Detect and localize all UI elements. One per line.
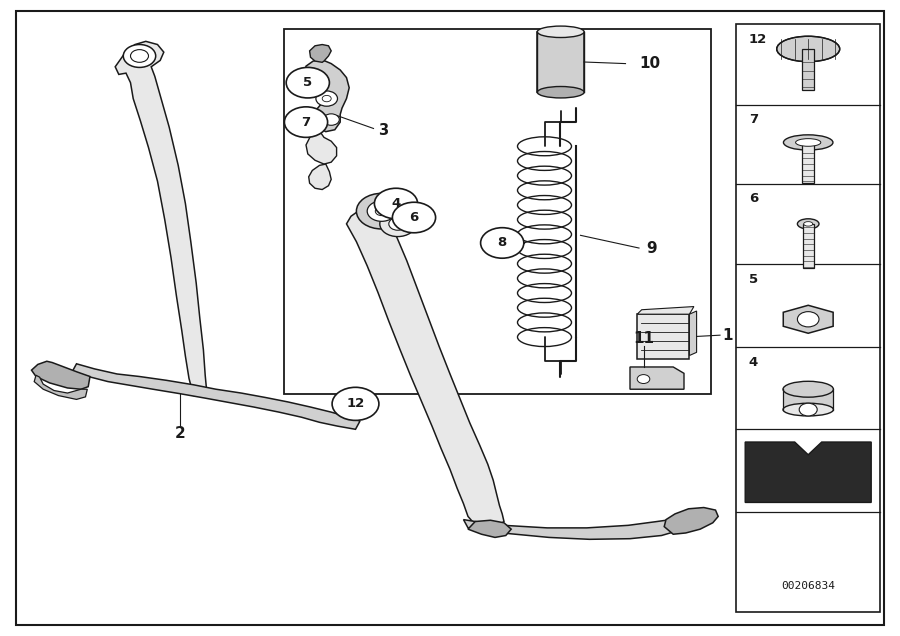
Text: 3: 3 (378, 123, 388, 138)
Circle shape (316, 91, 338, 106)
Text: 4: 4 (392, 197, 400, 210)
Circle shape (797, 312, 819, 327)
Circle shape (286, 67, 329, 98)
Polygon shape (783, 389, 833, 410)
Text: 6: 6 (410, 211, 418, 224)
Text: 6: 6 (749, 192, 758, 205)
Polygon shape (115, 41, 207, 396)
Circle shape (130, 50, 148, 62)
Circle shape (374, 188, 418, 219)
Polygon shape (306, 128, 337, 164)
Polygon shape (468, 520, 511, 537)
Polygon shape (309, 164, 331, 190)
Circle shape (389, 218, 407, 230)
Polygon shape (637, 307, 694, 314)
Text: 5: 5 (749, 273, 758, 286)
Circle shape (380, 211, 416, 237)
Bar (802, 142, 814, 183)
Bar (537, 32, 584, 92)
Circle shape (375, 207, 388, 216)
Text: 12: 12 (346, 398, 364, 410)
Polygon shape (304, 60, 349, 132)
Polygon shape (745, 442, 871, 502)
Text: 12: 12 (749, 32, 767, 46)
Ellipse shape (537, 26, 584, 38)
Ellipse shape (783, 381, 833, 397)
Text: 2: 2 (175, 426, 185, 441)
Text: 1: 1 (722, 328, 733, 343)
Polygon shape (34, 375, 87, 399)
Bar (803, 224, 814, 268)
Text: 7: 7 (749, 113, 758, 126)
Polygon shape (310, 45, 331, 62)
Circle shape (323, 114, 339, 125)
Bar (284, 29, 711, 394)
Text: 10: 10 (639, 56, 660, 71)
Text: 4: 4 (749, 356, 758, 369)
Text: 5: 5 (303, 76, 312, 89)
Text: 11: 11 (633, 331, 654, 346)
Circle shape (284, 107, 328, 137)
Text: 8: 8 (498, 237, 507, 249)
Circle shape (356, 193, 407, 229)
Circle shape (481, 228, 524, 258)
Ellipse shape (783, 135, 832, 150)
Ellipse shape (796, 139, 821, 146)
Ellipse shape (804, 222, 813, 226)
Circle shape (332, 387, 379, 420)
Ellipse shape (783, 403, 833, 416)
Circle shape (637, 375, 650, 384)
Polygon shape (689, 311, 697, 356)
Polygon shape (346, 205, 504, 529)
Polygon shape (464, 518, 684, 539)
Ellipse shape (777, 36, 840, 62)
Polygon shape (32, 361, 90, 389)
Ellipse shape (797, 219, 819, 229)
Polygon shape (783, 305, 833, 333)
Text: 9: 9 (646, 240, 657, 256)
Polygon shape (664, 508, 718, 534)
Ellipse shape (537, 86, 584, 98)
Bar (736, 24, 880, 612)
Bar (802, 49, 814, 90)
Circle shape (123, 45, 156, 67)
Text: 00206834: 00206834 (781, 581, 835, 591)
Circle shape (799, 403, 817, 416)
Polygon shape (630, 367, 684, 389)
Polygon shape (72, 364, 360, 429)
Circle shape (392, 202, 436, 233)
Circle shape (322, 95, 331, 102)
Bar (637, 314, 689, 359)
Text: 7: 7 (302, 116, 310, 128)
Circle shape (367, 201, 396, 221)
